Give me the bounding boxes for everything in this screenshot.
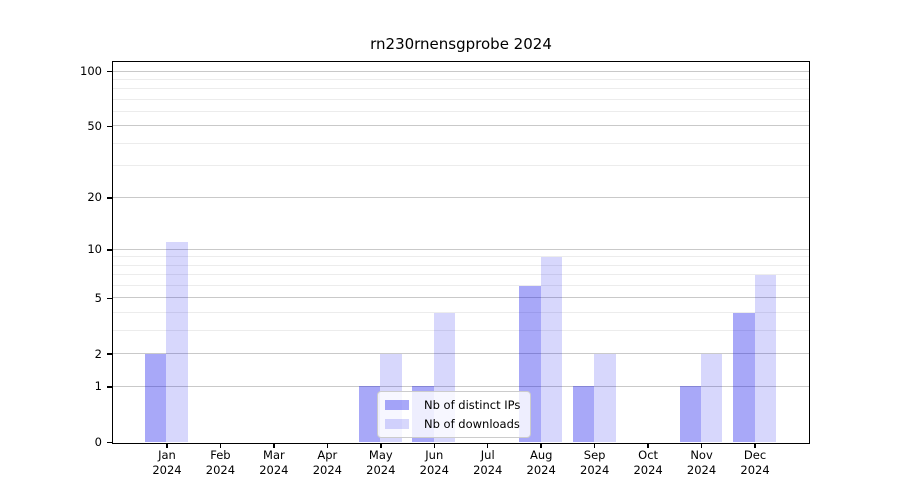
bar-distinct-ips-sep (572, 386, 595, 442)
minor-gridline (113, 165, 809, 167)
chart-title: rn230rnensgprobe 2024 (370, 35, 552, 53)
minor-gridline (113, 285, 809, 287)
minor-gridline (113, 142, 809, 144)
x-tick-label: Feb 2024 (205, 447, 236, 477)
legend-label-distinct-ips: Nb of distinct IPs (424, 397, 521, 412)
bar-distinct-ips-dec (733, 312, 755, 442)
bar-downloads-dec (754, 274, 776, 442)
bar-downloads-sep (594, 353, 616, 442)
y-tick-label: 100 (80, 64, 102, 79)
y-tick-label: 5 (94, 290, 102, 305)
y-tick-label: 2 (94, 346, 102, 361)
x-tickmark (433, 442, 436, 448)
x-tick-label: Sep 2024 (580, 447, 610, 477)
minor-gridline (113, 330, 809, 332)
y-tick-label: 0 (94, 435, 102, 449)
bar-distinct-ips-jan (145, 353, 167, 442)
minor-gridline (113, 274, 809, 276)
y-tickmark (107, 197, 112, 199)
y-tickmark (107, 353, 112, 355)
legend-item-downloads: Nb of downloads (385, 416, 520, 432)
minor-gridline (113, 98, 809, 100)
y-tickmark (107, 249, 112, 251)
x-tickmark (273, 442, 275, 448)
y-tickmark (107, 125, 112, 128)
y-tickmark (107, 386, 112, 388)
major-gridline (113, 125, 809, 127)
x-tick-label: Apr 2024 (312, 447, 342, 477)
x-tickmark (486, 442, 489, 448)
x-tick-label: May 2024 (366, 447, 396, 477)
plot-area: Nb of distinct IPs Nb of downloads (112, 61, 810, 444)
x-tick-label: Oct 2024 (633, 447, 663, 477)
major-gridline (113, 70, 809, 72)
x-tickmark (647, 442, 649, 448)
minor-gridline (113, 78, 809, 80)
x-tickmark (700, 442, 703, 448)
legend-item-distinct-ips: Nb of distinct IPs (385, 397, 520, 413)
minor-gridline (113, 256, 809, 258)
x-tickmark (380, 442, 382, 448)
y-tick-label: 10 (87, 242, 102, 257)
major-gridline (113, 353, 809, 355)
bar-downloads-jan (166, 242, 188, 442)
legend-label-downloads: Nb of downloads (424, 416, 520, 431)
major-gridline (113, 385, 809, 387)
x-tick-label: Jun 2024 (419, 447, 449, 477)
minor-gridline (113, 264, 809, 266)
x-tick-label: Jan 2024 (152, 447, 182, 477)
x-tick-label: Mar 2024 (259, 447, 289, 477)
major-gridline (113, 196, 809, 198)
x-tickmark (219, 442, 222, 448)
bar-downloads-aug (540, 256, 563, 442)
minor-gridline (113, 312, 809, 314)
y-tickmark (107, 441, 112, 444)
minor-gridline (113, 88, 809, 90)
minor-gridline (113, 111, 809, 113)
bar-distinct-ips-nov (679, 386, 702, 442)
y-tick-label: 20 (87, 190, 102, 205)
legend-swatch-distinct-ips (385, 400, 409, 410)
x-tickmark (754, 442, 756, 448)
x-tickmark (326, 442, 329, 448)
x-tickmark (166, 442, 168, 448)
major-gridline (113, 297, 809, 299)
x-tickmark (540, 442, 542, 448)
legend: Nb of distinct IPs Nb of downloads (377, 391, 532, 438)
y-tickmark (107, 297, 112, 300)
x-tick-label: Jul 2024 (473, 447, 503, 477)
y-tickmark (107, 70, 112, 73)
x-tick-label: Nov 2024 (686, 447, 717, 477)
y-tick-label: 1 (94, 379, 102, 394)
x-tickmark (593, 442, 596, 448)
x-tick-label: Dec 2024 (740, 447, 770, 477)
x-tick-label: Aug 2024 (526, 447, 556, 477)
y-tick-label: 50 (87, 118, 102, 133)
legend-swatch-downloads (385, 419, 409, 429)
bar-downloads-nov (701, 353, 723, 442)
bar-distinct-ips-may (358, 386, 381, 442)
major-gridline (113, 248, 809, 250)
